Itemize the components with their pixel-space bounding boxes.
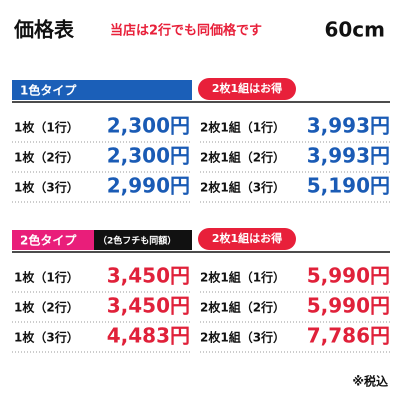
pair-label: 2枚1組（1行）: [200, 270, 285, 285]
single-price: 2,300円: [107, 114, 190, 138]
section-label: 1色タイプ: [20, 83, 77, 98]
badge-text: 2枚1組はお得: [212, 231, 282, 245]
section-sublabel: （2色フチも同額）: [98, 235, 176, 247]
badge: [198, 228, 296, 250]
single-price: 2,300円: [107, 144, 190, 168]
label-box: [12, 230, 94, 250]
single-label: 1枚（1行）: [14, 120, 79, 135]
pair-price: 3,993円: [307, 114, 390, 138]
pair-label: 2枚1組（1行）: [200, 120, 285, 135]
badge-text: 2枚1組はお得: [212, 81, 282, 95]
size: 60cm: [324, 18, 385, 42]
section-bar: [12, 80, 192, 100]
single-label: 1枚（2行）: [14, 300, 79, 315]
single-price: 3,450円: [107, 264, 190, 288]
title: 価格表: [13, 18, 75, 42]
pair-price: 5,990円: [307, 264, 390, 288]
pair-label: 2枚1組（3行）: [200, 180, 285, 195]
footer-note: ※税込: [352, 374, 388, 389]
single-label: 1枚（3行）: [14, 180, 79, 195]
pair-price: 5,990円: [307, 294, 390, 318]
pair-price: 5,190円: [307, 174, 390, 198]
pair-price: 3,993円: [307, 144, 390, 168]
pair-label: 2枚1組（2行）: [200, 150, 285, 165]
single-price: 2,990円: [107, 174, 190, 198]
note: 当店は2行でも同価格です: [110, 23, 262, 39]
single-price: 4,483円: [107, 324, 190, 348]
badge: [198, 78, 296, 100]
section-label: 2色タイプ: [20, 233, 77, 248]
pair-label: 2枚1組（2行）: [200, 300, 285, 315]
single-price: 3,450円: [107, 294, 190, 318]
single-label: 1枚（1行）: [14, 270, 79, 285]
single-label: 1枚（2行）: [14, 150, 79, 165]
pair-price: 7,786円: [307, 324, 390, 348]
pair-label: 2枚1組（3行）: [200, 330, 285, 345]
single-label: 1枚（3行）: [14, 330, 79, 345]
